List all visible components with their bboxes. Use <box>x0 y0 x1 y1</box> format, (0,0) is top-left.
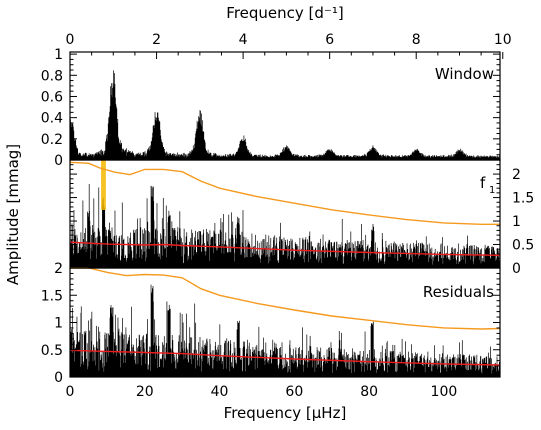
top-tick-label: 6 <box>325 32 334 48</box>
residuals-y-tick-label: 0.5 <box>41 343 63 359</box>
bottom-tick-label: 60 <box>285 384 303 400</box>
f1-right-tick-label: 1 <box>512 214 521 230</box>
window-y-tick-label: 0.6 <box>41 89 63 105</box>
window-spectrum <box>69 70 501 160</box>
window-y-tick-label: 1 <box>54 47 63 63</box>
f1-highlight-band <box>101 160 106 210</box>
f1-panel-label-subscript: 1 <box>489 185 495 196</box>
residuals-noise-curve <box>69 349 501 366</box>
bottom-tick-label: 20 <box>136 384 154 400</box>
bottom-axis-title: Frequency [μHz] <box>224 404 347 422</box>
residuals-y-tick-label: 1.5 <box>41 288 63 304</box>
window-y-tick-label: 0 <box>54 153 63 169</box>
top-tick-label: 4 <box>239 32 248 48</box>
residuals-y-tick-label: 0 <box>54 370 63 386</box>
residuals-y-tick-label: 2 <box>54 261 63 277</box>
window-y-tick-label: 0.2 <box>41 132 63 148</box>
top-tick-label: 10 <box>494 32 512 48</box>
f1-right-tick-label: 1.5 <box>512 191 534 207</box>
f1-spectrum <box>69 184 501 268</box>
f1-panel-label: f <box>480 174 486 192</box>
bottom-tick-label: 80 <box>360 384 378 400</box>
window-y-tick-label: 0.4 <box>41 111 63 127</box>
f1-noise-curve <box>69 241 501 256</box>
y-axis-title: Amplitude [mmag] <box>4 144 22 285</box>
top-tick-label: 0 <box>66 32 75 48</box>
f1-threshold-curve <box>69 161 500 225</box>
top-tick-label: 2 <box>152 32 161 48</box>
residuals-y-tick-label: 1 <box>54 316 63 332</box>
window-panel-label: Window <box>435 65 494 83</box>
bottom-tick-label: 100 <box>431 384 458 400</box>
f1-right-tick-label: 2 <box>512 167 521 183</box>
residuals-threshold-curve <box>70 267 501 330</box>
bottom-tick-label: 40 <box>211 384 229 400</box>
f1-right-tick-label: 0.5 <box>512 238 534 254</box>
residuals-panel-label: Residuals <box>423 283 494 301</box>
top-tick-label: 8 <box>412 32 421 48</box>
top-axis-title: Frequency [d⁻¹] <box>226 4 343 22</box>
window-y-tick-label: 0.8 <box>41 68 63 84</box>
bottom-tick-label: 0 <box>66 384 75 400</box>
f1-right-tick-label: 0 <box>512 261 521 277</box>
